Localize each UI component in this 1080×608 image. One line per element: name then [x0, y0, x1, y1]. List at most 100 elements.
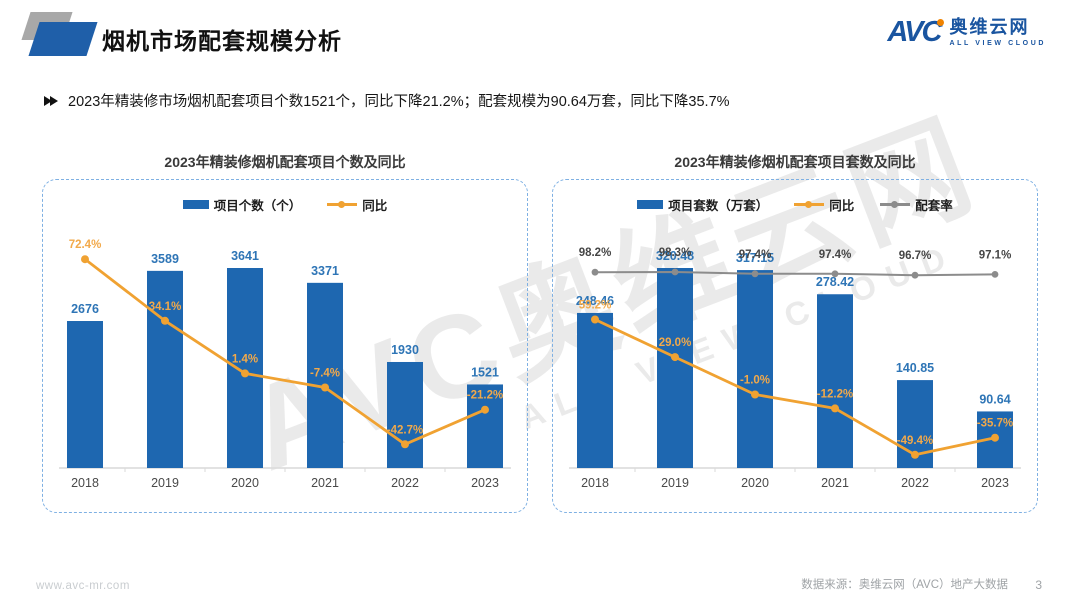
page-title: 烟机市场配套规模分析	[102, 28, 342, 54]
legend-item: 同比	[327, 195, 387, 214]
line-value-label: -21.2%	[467, 390, 503, 402]
chart-title-left: 2023年精装修烟机配套项目个数及同比	[164, 154, 406, 170]
line-point	[671, 268, 679, 276]
line-point	[991, 433, 999, 442]
line-value-label: -12.2%	[817, 388, 853, 400]
x-axis-label: 2020	[231, 476, 259, 490]
line-value-label: -42.7%	[387, 424, 423, 436]
legend-line-swatch-icon	[880, 198, 911, 210]
legend-bar-swatch-icon	[182, 199, 209, 209]
bar-line-chart-units: 2018 2019 2020 2021 2022 2023 248.46 320.48 317.…	[569, 247, 1021, 490]
line-value-label: 29.0%	[659, 337, 692, 349]
summary-bullet-text: 2023年精装修市场烟机配套项目个数1521个，同比下降21.2%；配套规模为9…	[68, 94, 730, 110]
line-point	[401, 440, 409, 449]
legend-label: 同比	[829, 198, 855, 213]
line-value-label: 98.3%	[659, 247, 692, 259]
bar-2020	[227, 268, 263, 468]
line-point	[591, 315, 599, 324]
bar-value-label: 3371	[311, 264, 339, 278]
x-axis-label: 2023	[981, 476, 1009, 490]
chart-panel-right: 项目套数（万套） 同比 配套率 2018 2019 2020 2021 2022 2023 24…	[552, 179, 1038, 513]
legend-line-swatch-icon	[794, 198, 825, 210]
legend-item: 同比	[794, 195, 854, 214]
x-axis-label: 2018	[71, 476, 99, 490]
bar-2020	[737, 270, 773, 468]
line-value-label: 59.2%	[579, 300, 612, 312]
legend-label: 配套率	[915, 198, 953, 213]
line-point	[911, 450, 919, 459]
legend-item: 配套率	[880, 195, 953, 214]
legend-line-swatch-icon	[327, 198, 358, 210]
legend-item: 项目套数（万套）	[637, 195, 768, 214]
summary-bullet: 2023年精装修市场烟机配套项目个数1521个，同比下降21.2%；配套规模为9…	[44, 90, 730, 111]
line-point	[831, 270, 839, 278]
bar-2018	[577, 312, 613, 468]
line-point	[751, 390, 759, 399]
line-value-label: -1.0%	[740, 375, 770, 387]
x-axis-label: 2021	[821, 476, 849, 490]
x-axis-label: 2018	[581, 476, 609, 490]
chart-title-right: 2023年精装修烟机配套项目套数及同比	[674, 154, 916, 170]
bar-value-label: 248.46	[576, 294, 614, 308]
avc-brand-en: ALL VIEW CLOUD	[949, 40, 1046, 47]
bar-value-label: 320.48	[656, 249, 694, 263]
x-axis-label: 2021	[311, 476, 339, 490]
line-point	[911, 271, 919, 279]
legend-item: 项目个数（个）	[182, 195, 302, 214]
legend-label: 项目套数（万套）	[668, 198, 769, 213]
line-series-配套率	[594, 271, 996, 277]
bar-2019	[657, 268, 693, 468]
x-axis-label: 2023	[471, 476, 499, 490]
chart-legend-left: 项目个数（个） 同比	[43, 192, 527, 216]
line-value-label: 97.1%	[979, 249, 1012, 261]
line-point	[481, 405, 489, 414]
line-value-label: -7.4%	[310, 368, 340, 380]
line-value-label: -35.7%	[977, 418, 1013, 430]
line-series-同比	[83, 257, 487, 446]
x-axis-label: 2020	[741, 476, 769, 490]
bar-line-chart-projects: 2018 2019 2020 2021 2022 2023 2676 3589 3641 3371…	[59, 239, 511, 490]
legend-label: 同比	[362, 198, 388, 213]
bar-2022	[387, 361, 423, 468]
line-value-label: 97.4%	[819, 249, 852, 261]
bar-value-label: 140.85	[896, 361, 934, 375]
avc-logo-text: AVC	[887, 18, 945, 47]
line-point	[831, 404, 839, 413]
avc-brand-logo: AVC 奥维云网 ALL VIEW CLOUD	[887, 18, 1046, 48]
chart-legend-right: 项目套数（万套） 同比 配套率	[553, 192, 1037, 216]
bar-value-label: 317.15	[736, 251, 774, 265]
line-point	[321, 383, 329, 392]
charts-row: 2023年精装修烟机配套项目个数及同比 项目个数（个） 同比 2018 2019 20…	[42, 152, 1038, 513]
legend-label: 项目个数（个）	[213, 198, 302, 213]
line-point	[751, 270, 759, 278]
chart-block-projects: 2023年精装修烟机配套项目个数及同比 项目个数（个） 同比 2018 2019 20…	[42, 152, 528, 513]
line-series-同比	[593, 318, 997, 457]
line-value-label: 96.7%	[899, 250, 932, 262]
slide-corner-logo	[20, 8, 102, 62]
bar-value-label: 278.42	[816, 275, 854, 289]
line-point	[991, 271, 999, 278]
bar-value-label: 3641	[231, 249, 259, 263]
legend-bar-swatch-icon	[637, 199, 664, 209]
bar-value-label: 1521	[471, 365, 499, 379]
x-axis-label: 2019	[661, 476, 689, 490]
bar-2018	[67, 321, 103, 468]
bar-value-label: 3589	[151, 252, 179, 266]
bar-2019	[147, 270, 183, 468]
line-value-label: 72.4%	[69, 239, 102, 251]
line-point	[241, 369, 249, 378]
line-value-label: 98.2%	[579, 247, 612, 259]
logo-blue-parallelogram	[28, 22, 98, 56]
line-point	[591, 268, 599, 276]
footer-page-number: 3	[1035, 578, 1042, 592]
line-value-label: 34.1%	[149, 301, 182, 313]
chart-panel-left: 项目个数（个） 同比 2018 2019 2020 2021 2022 2023 2676 35…	[42, 179, 528, 513]
footer-data-source: 数据来源：奥维云网（AVC）地产大数据	[801, 579, 1008, 591]
x-axis-label: 2022	[901, 476, 929, 490]
bar-2023	[467, 384, 503, 468]
x-axis-label: 2019	[151, 476, 179, 490]
bar-2021	[307, 282, 343, 468]
double-arrow-bullet-icon	[44, 95, 58, 106]
line-value-label: -49.4%	[897, 435, 933, 447]
